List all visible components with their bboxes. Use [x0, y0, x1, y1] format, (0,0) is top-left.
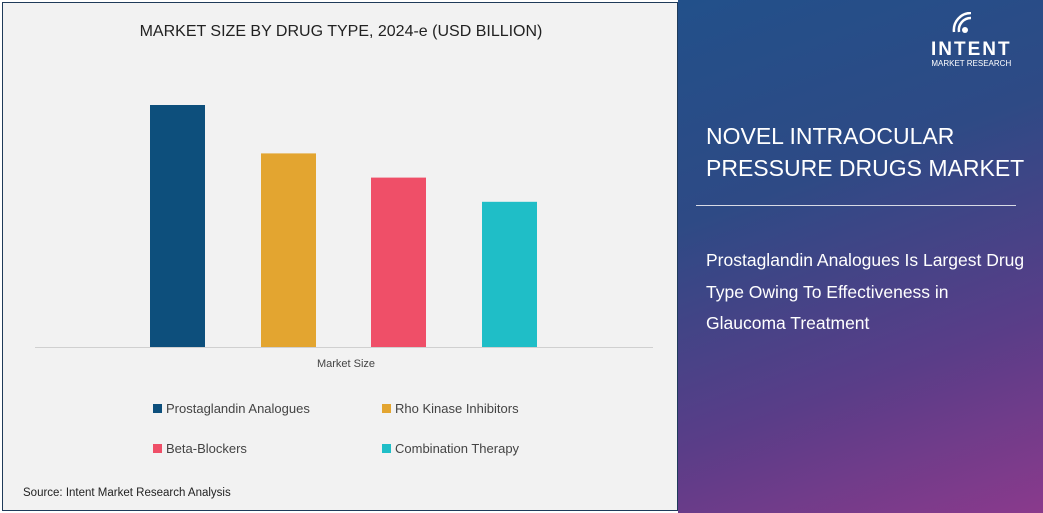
legend-label: Combination Therapy: [395, 441, 520, 456]
legend-label: Prostaglandin Analogues: [166, 401, 310, 416]
key-insight: Prostaglandin Analogues Is Largest Drug …: [706, 250, 1025, 333]
chart-title: MARKET SIZE BY DRUG TYPE, 2024-e (USD BI…: [139, 23, 543, 40]
source-note: Source: Intent Market Research Analysis: [23, 487, 231, 499]
divider: [696, 205, 1016, 206]
legend-item: Prostaglandin Analogues: [153, 401, 310, 416]
legend-swatch: [382, 404, 391, 413]
bar-combination-therapy: [482, 201, 537, 347]
legend-swatch: [153, 404, 162, 413]
legend-label: Rho Kinase Inhibitors: [395, 401, 519, 416]
bar-beta-blockers: [371, 177, 426, 347]
legend-swatch: [382, 444, 391, 453]
logo-sub: MARKET RESEARCH: [931, 59, 1012, 68]
x-category-label: Market Size: [316, 358, 376, 370]
legend-item: Rho Kinase Inhibitors: [382, 401, 519, 416]
logo-word: INTENT: [931, 39, 1012, 60]
market-title: NOVEL INTRAOCULAR PRESSURE DRUGS MARKET: [706, 123, 1025, 181]
legend-swatch: [153, 444, 162, 453]
legend-item: Combination Therapy: [382, 441, 519, 456]
chart-panel: MARKET SIZE BY DRUG TYPE, 2024-e (USD BI…: [2, 2, 678, 511]
info-panel: INTENT MARKET RESEARCH NOVEL INTRAOCULAR…: [678, 0, 1043, 513]
legend-item: Beta-Blockers: [153, 441, 247, 456]
intent-logo: INTENT MARKET RESEARCH: [931, 11, 1012, 68]
bar-prostaglandin-analogues: [150, 105, 205, 347]
legend-label: Beta-Blockers: [166, 441, 247, 456]
bar-rho-kinase-inhibitors: [261, 153, 316, 347]
signal-icon: [952, 11, 972, 33]
bar-chart: [35, 105, 653, 348]
